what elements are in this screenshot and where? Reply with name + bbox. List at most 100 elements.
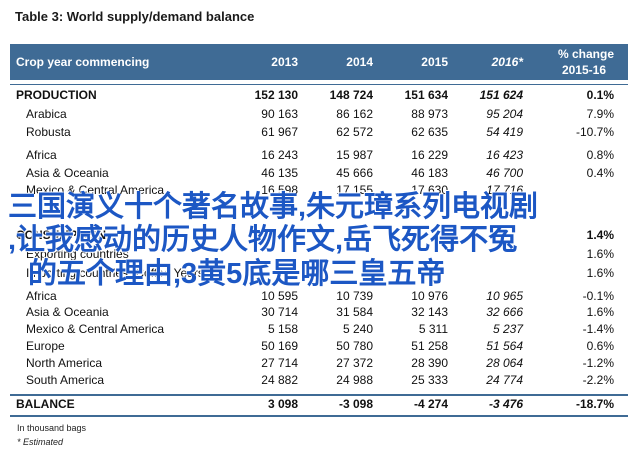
value-change: 0.1% xyxy=(586,88,614,102)
value-2015: -4 274 xyxy=(413,397,448,411)
value-2015: 10 976 xyxy=(411,289,448,303)
value-2014: 45 666 xyxy=(336,166,373,180)
value-2014: 10 739 xyxy=(336,289,373,303)
value-2014: 5 240 xyxy=(342,322,373,336)
value-2015: 25 333 xyxy=(411,373,448,387)
value-change: 1.6% xyxy=(586,247,614,261)
value-2013: 10 595 xyxy=(261,289,298,303)
value-2013: 27 714 xyxy=(261,356,298,370)
row-label: Arabica xyxy=(26,107,67,121)
row-label: BALANCE xyxy=(16,397,75,411)
value-2014: 17 155 xyxy=(336,183,373,197)
value-2013: 61 967 xyxy=(261,125,298,139)
table-row: Importing countries (Coffee Years) 1.6% xyxy=(10,266,628,283)
value-2015: 46 183 xyxy=(411,166,448,180)
value-2016: 28 064 xyxy=(486,356,523,370)
value-change: 1.4% xyxy=(586,228,614,242)
header-year-2013: 2013 xyxy=(271,55,298,69)
value-2016: 16 423 xyxy=(486,148,523,162)
value-2013: 24 882 xyxy=(261,373,298,387)
value-2013: 90 163 xyxy=(261,107,298,121)
table-title: Table 3: World supply/demand balance xyxy=(15,9,255,24)
table-row: Europe 50 169 50 780 51 258 51 564 0.6% xyxy=(10,339,628,356)
value-2016: 95 204 xyxy=(486,107,523,121)
table-row: Asia & Oceania 46 135 45 666 46 183 46 700 0.… xyxy=(10,166,628,183)
watermark-line-2: ,让我感动的历史人物作文,岳飞死得不冤 xyxy=(8,224,518,256)
value-2013: 16 598 xyxy=(261,183,298,197)
value-2016: 5 237 xyxy=(492,322,523,336)
value-2016: 24 774 xyxy=(486,373,523,387)
value-2015: 32 143 xyxy=(411,305,448,319)
row-label: Africa xyxy=(26,148,57,162)
value-2016: 54 419 xyxy=(486,125,523,139)
row-label: Robusta xyxy=(26,125,71,139)
row-label: Europe xyxy=(26,339,65,353)
value-2015: 16 229 xyxy=(411,148,448,162)
row-label: Exporting countries xyxy=(26,247,129,261)
footnote-units: In thousand bags xyxy=(17,423,87,433)
row-label: Mexico & Central America xyxy=(26,183,165,197)
row-label: Asia & Oceania xyxy=(26,166,109,180)
value-change: 0.4% xyxy=(586,166,614,180)
value-2015: 28 390 xyxy=(411,356,448,370)
value-2015: 17 630 xyxy=(411,183,448,197)
table-row: Robusta 61 967 62 572 62 635 54 419 -10.7% xyxy=(10,125,628,142)
value-2013: 46 135 xyxy=(261,166,298,180)
header-change-line2: 2015-16 xyxy=(561,63,606,77)
value-2016: 32 666 xyxy=(486,305,523,319)
table-row: Mexico & Central America 5 158 5 240 5 311 5… xyxy=(10,322,628,339)
value-2016: 46 700 xyxy=(486,166,523,180)
row-label: Asia & Oceania xyxy=(26,305,109,319)
value-2013: 50 169 xyxy=(261,339,298,353)
value-change: 1.6% xyxy=(586,266,614,280)
table-row: Arabica 90 163 86 162 88 973 95 204 7.9% xyxy=(10,107,628,124)
value-change: -10.7% xyxy=(575,125,614,139)
value-change: -2.2% xyxy=(582,373,614,387)
value-2014: 15 987 xyxy=(336,148,373,162)
value-2016: 151 624 xyxy=(479,88,523,102)
row-label: Mexico & Central America xyxy=(26,322,165,336)
value-2015: 5 311 xyxy=(418,322,448,336)
row-label: North America xyxy=(26,356,103,370)
value-2016: 10 965 xyxy=(486,289,523,303)
divider xyxy=(10,415,628,417)
value-2016: -3 476 xyxy=(488,397,523,411)
table-row: PRODUCTION 152 130 148 724 151 634 151 624 0.… xyxy=(10,88,628,105)
value-2015: 151 634 xyxy=(404,88,448,102)
table-row: Africa 16 243 15 987 16 229 16 423 0.8% xyxy=(10,148,628,165)
value-change: -18.7% xyxy=(575,397,614,411)
value-2014: 27 372 xyxy=(336,356,373,370)
header-year-2014: 2014 xyxy=(346,55,373,69)
value-change: -1.4% xyxy=(582,322,614,336)
value-2013: 16 243 xyxy=(261,148,298,162)
value-change: 0.6% xyxy=(586,339,614,353)
value-2016: 51 564 xyxy=(486,339,523,353)
table-row: South America 24 882 24 988 25 333 24 774 -2.… xyxy=(10,373,628,390)
value-2015: 88 973 xyxy=(411,107,448,121)
table-row: North America 27 714 27 372 28 390 28 064 -1.… xyxy=(10,356,628,373)
header-year-2015: 2015 xyxy=(421,55,448,69)
table-row: Africa 10 595 10 739 10 976 10 965 -0.1% xyxy=(10,289,628,306)
value-change: 0.8% xyxy=(586,148,614,162)
value-2014: 24 988 xyxy=(336,373,373,387)
value-2014: 50 780 xyxy=(336,339,373,353)
value-2015: 51 258 xyxy=(411,339,448,353)
divider xyxy=(10,84,628,85)
header-year-2016: 2016* xyxy=(491,55,523,69)
row-label: PRODUCTION xyxy=(16,88,97,102)
header-crop-year: Crop year commencing xyxy=(16,55,150,69)
row-label: South America xyxy=(26,373,105,387)
watermark-line-1: 三国演义十个著名故事,朱元璋系列电视剧 xyxy=(8,191,539,223)
value-2014: 62 572 xyxy=(336,125,373,139)
footnote-estimated: * Estimated xyxy=(17,437,64,447)
header-change-line1: % change xyxy=(557,47,614,61)
value-2014: 86 162 xyxy=(336,107,373,121)
divider xyxy=(10,394,628,396)
value-2016: 17 716 xyxy=(486,183,523,197)
watermark-line-3: 的五个理由,3黄5底是哪三皇五帝 xyxy=(28,258,446,290)
value-2013: 152 130 xyxy=(254,88,298,102)
value-2014: -3 098 xyxy=(338,397,373,411)
table-header: Crop year commencing 2013 2014 2015 2016… xyxy=(10,44,628,80)
table-row: CONSUMPTION 1.4% xyxy=(10,228,628,245)
value-2013: 30 714 xyxy=(261,305,298,319)
